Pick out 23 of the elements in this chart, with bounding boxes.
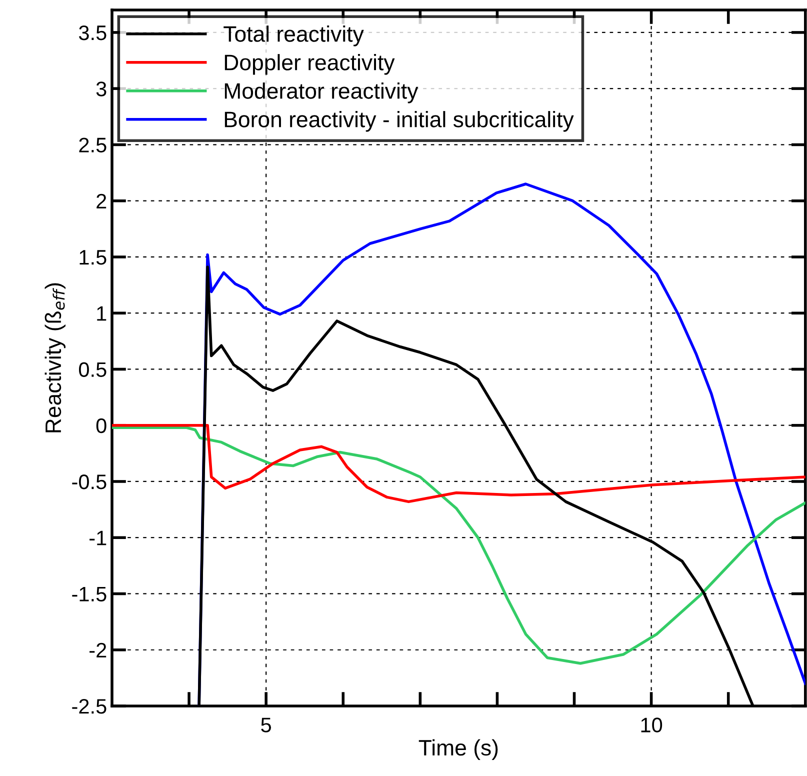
legend-label: Boron reactivity - initial subcriticality	[224, 111, 574, 132]
legend-label: Doppler reactivity	[224, 54, 395, 75]
y-tick-label: -0.5	[72, 474, 106, 490]
legend-label: Total reactivity	[224, 26, 364, 46]
legend-label: Moderator reactivity	[224, 82, 418, 104]
y-tick-label: 2	[96, 194, 106, 208]
x-tick-label: 10	[641, 718, 662, 732]
y-tick-label: 2.5	[79, 138, 106, 152]
y-tick-label: -1	[90, 530, 106, 546]
y-tick-label: 3.5	[78, 25, 106, 40]
y-axis-title: Reactivity (ß$_{eff}$)	[44, 283, 66, 432]
y-tick-label: 0	[96, 418, 106, 434]
y-tick-label: 3	[96, 82, 106, 96]
y-tick-label: 0.5	[78, 362, 106, 377]
x-axis-title: Time (s)	[418, 739, 498, 760]
line-series	[112, 424, 806, 504]
y-tick-label: 1.5	[80, 250, 106, 265]
x-tick-label: 5	[261, 718, 272, 732]
y-tick-label: 1	[97, 306, 106, 321]
y-tick-label: -1.5	[72, 586, 106, 602]
y-tick-label: -2.5	[72, 699, 106, 714]
y-tick-label: -2	[90, 642, 106, 658]
line-series	[112, 426, 806, 665]
